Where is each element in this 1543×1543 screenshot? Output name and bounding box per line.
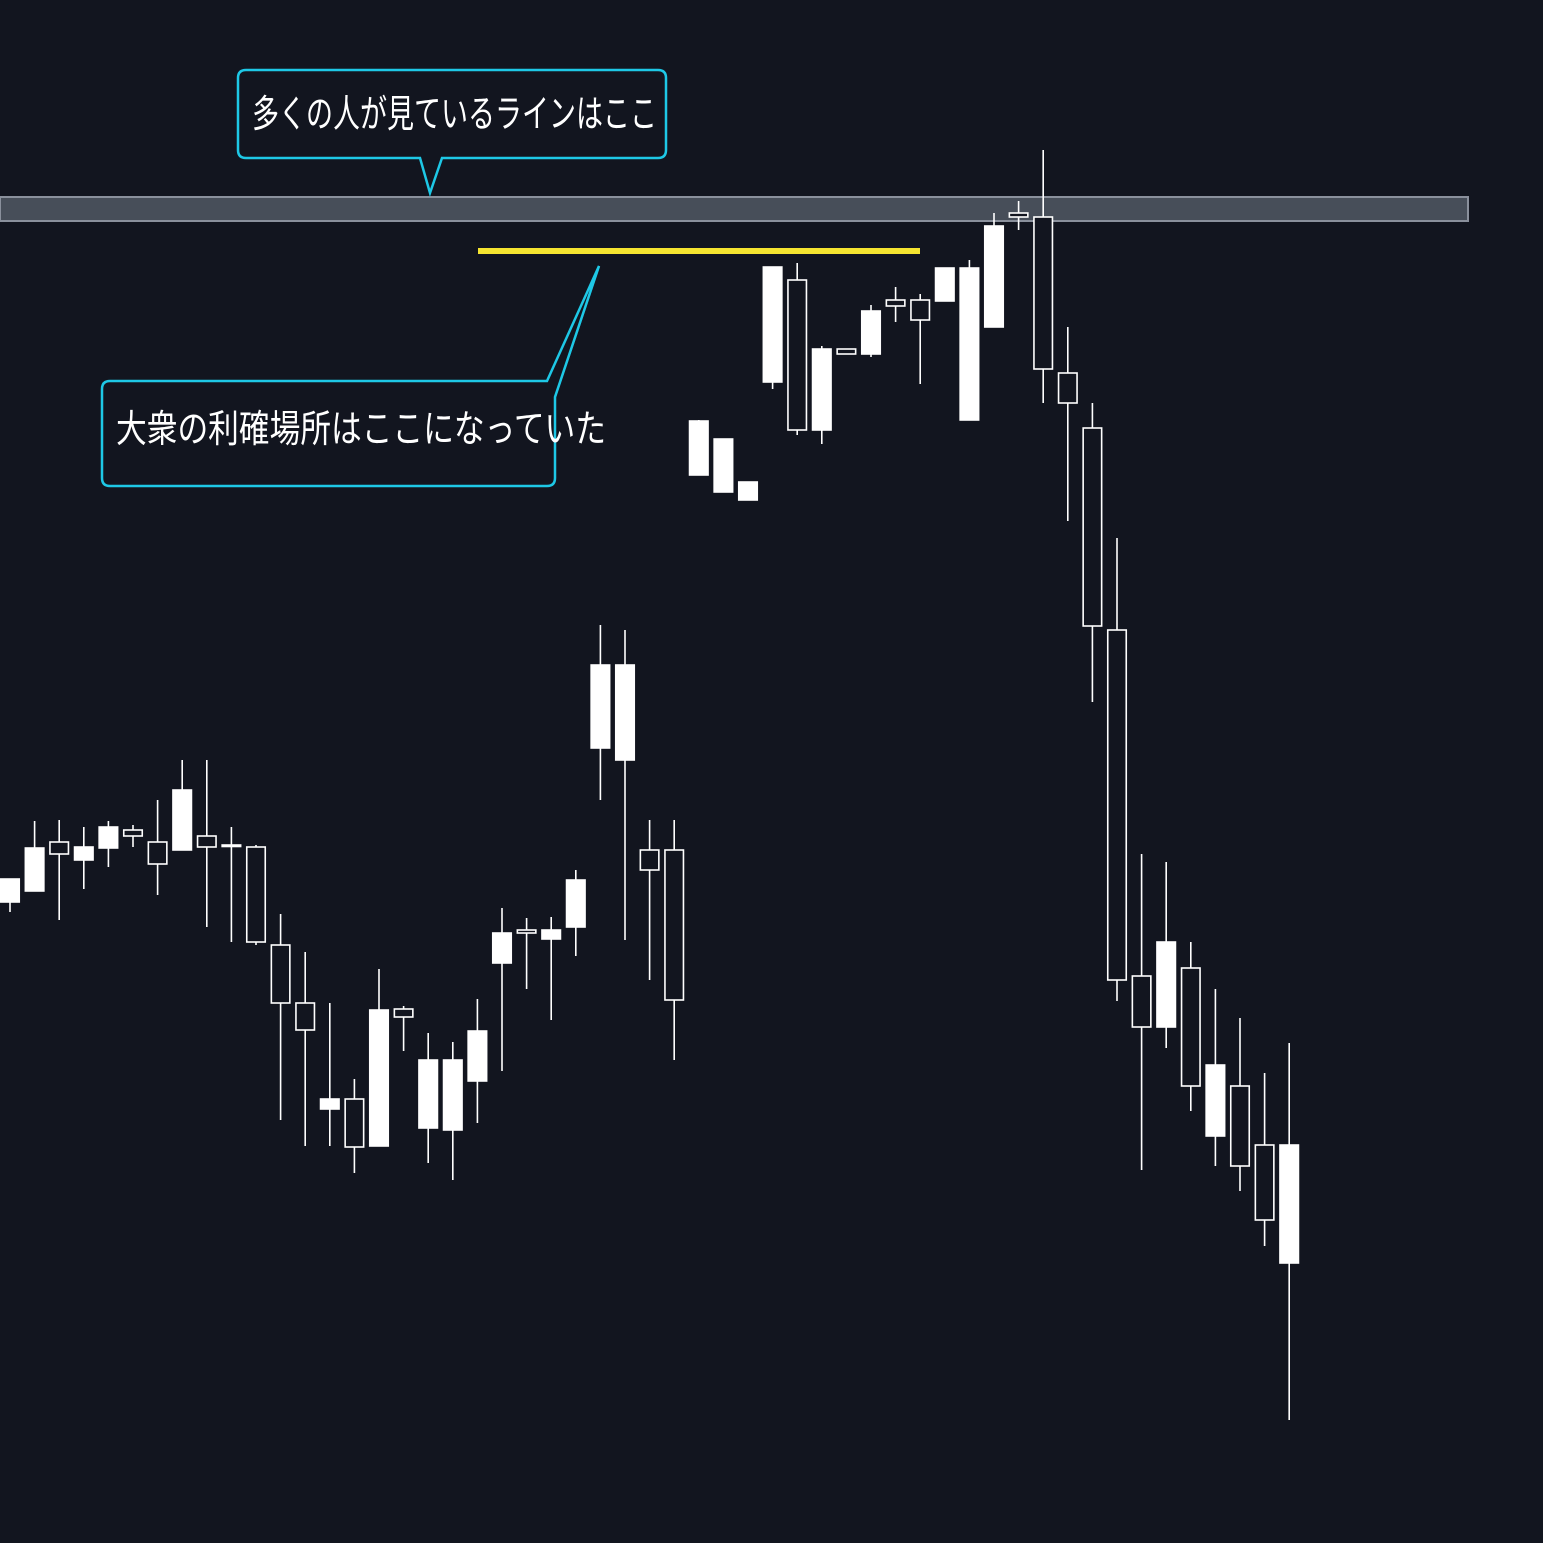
svg-text:多くの人が見ているラインはここ: 多くの人が見ているラインはここ	[252, 94, 657, 136]
svg-text:大衆の利確場所はここになっていた: 大衆の利確場所はここになっていた	[116, 409, 606, 451]
